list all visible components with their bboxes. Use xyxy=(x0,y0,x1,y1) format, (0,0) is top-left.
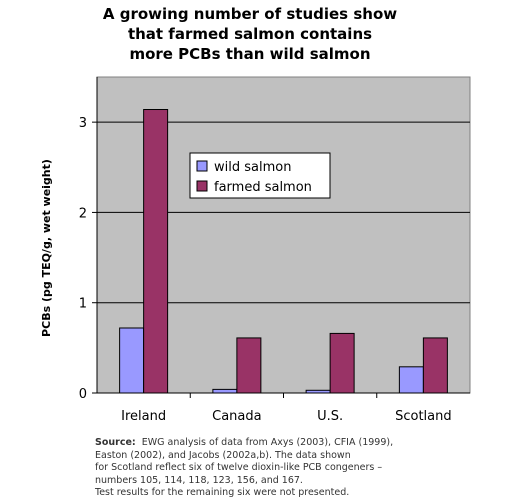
source-line: EWG analysis of data from Axys (2003), C… xyxy=(141,437,394,448)
x-tick-label: Canada xyxy=(212,409,261,424)
legend-swatch-wild-salmon xyxy=(196,160,208,172)
y-tick-label: 1 xyxy=(79,297,87,312)
bar-wild-salmon xyxy=(398,366,424,394)
source-line: Test results for the remaining six were … xyxy=(95,487,350,498)
legend: wild salmon farmed salmon xyxy=(189,152,331,199)
legend-box xyxy=(189,152,331,199)
legend-label-wild-salmon: wild salmon xyxy=(214,160,291,175)
y-axis-label: PCBs (pg TEQ/g, wet weight) xyxy=(40,159,53,337)
chart-title: A growing number of studies show that fa… xyxy=(102,5,398,63)
y-tick-label: 2 xyxy=(79,206,87,221)
bar-farmed-salmon xyxy=(143,109,169,394)
x-tick-label: Scotland xyxy=(395,409,452,424)
y-tick-label: 3 xyxy=(79,116,87,131)
source-line: for Scotland reflect six of twelve dioxi… xyxy=(95,462,383,473)
x-tick-label: Ireland xyxy=(121,409,166,424)
bar-farmed-salmon xyxy=(329,332,355,394)
bar-wild-salmon xyxy=(119,327,145,394)
source-line: Easton (2002), and Jacobs (2002a,b). The… xyxy=(95,449,351,461)
bar-farmed-salmon xyxy=(422,337,448,394)
bar-farmed-salmon xyxy=(236,337,262,394)
source-line: numbers 105, 114, 118, 123, 156, and 167… xyxy=(95,474,303,486)
y-tick-label: 0 xyxy=(79,387,87,402)
axes: 0 1 2 3 Ireland Canada U.S. Scotland xyxy=(79,77,470,424)
source-label: Source: xyxy=(95,437,136,448)
source-note: Source: EWG analysis of data from Axys (… xyxy=(95,437,495,500)
bar-wild-salmon xyxy=(212,388,238,394)
legend-label-farmed-salmon: farmed salmon xyxy=(214,180,312,195)
x-tick-label: U.S. xyxy=(317,409,343,424)
legend-swatch-farmed-salmon xyxy=(196,180,208,192)
